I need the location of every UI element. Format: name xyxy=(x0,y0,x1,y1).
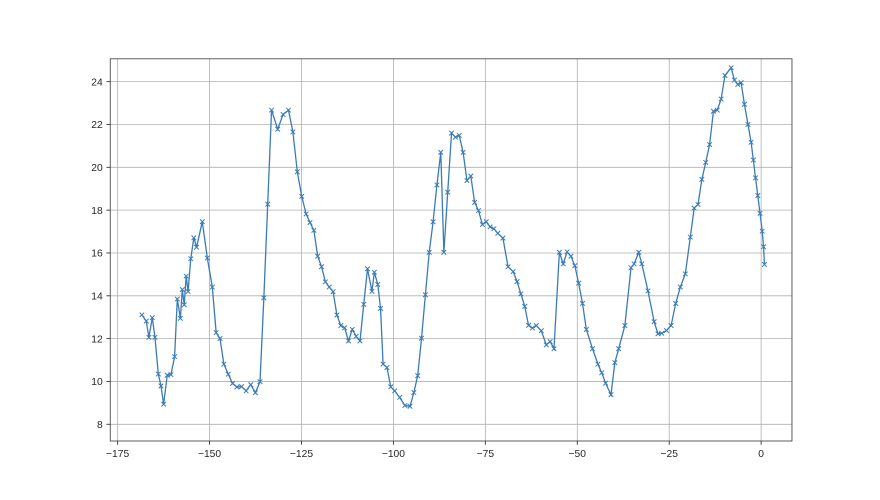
svg-text:24: 24 xyxy=(91,77,103,88)
svg-text:−100: −100 xyxy=(382,449,405,460)
svg-text:−75: −75 xyxy=(477,449,495,460)
svg-text:−175: −175 xyxy=(106,449,129,460)
svg-text:20: 20 xyxy=(91,163,103,174)
svg-text:22: 22 xyxy=(91,120,103,131)
svg-text:10: 10 xyxy=(91,377,103,388)
svg-text:18: 18 xyxy=(91,206,103,217)
svg-text:12: 12 xyxy=(91,334,103,345)
svg-text:0: 0 xyxy=(758,449,764,460)
svg-text:−150: −150 xyxy=(198,449,221,460)
svg-text:8: 8 xyxy=(97,420,103,431)
svg-text:−125: −125 xyxy=(290,449,313,460)
svg-text:−50: −50 xyxy=(569,449,587,460)
svg-text:−25: −25 xyxy=(660,449,678,460)
svg-text:14: 14 xyxy=(91,292,103,303)
svg-text:16: 16 xyxy=(91,249,103,260)
